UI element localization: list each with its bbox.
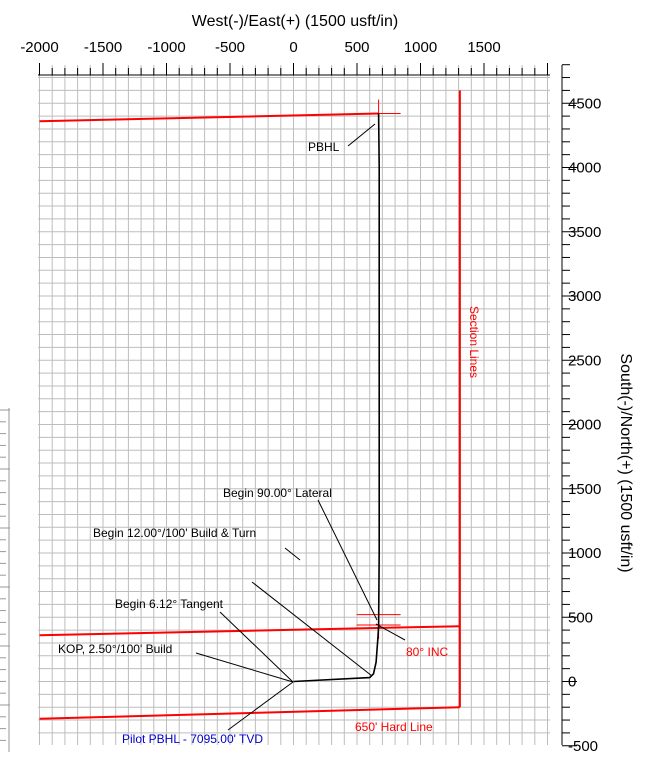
x-tick-label: 0 [289,39,297,56]
annotation-pilot-pbhl: Pilot PBHL - 7095.00' TVD [122,732,263,746]
x-axis-title: West(-)/East(+) (1500 usft/in) [192,13,398,30]
y-axis-title: South(-)/North(+) (1500 usft/in) [617,353,634,572]
leader-build-turn [251,581,373,677]
leader-pilot [227,681,294,731]
section-line [39,625,460,637]
leader-tangent [219,611,294,683]
axis-ticks [38,63,577,747]
annotation-build-turn: Begin 12.00°/100' Build & Turn [93,526,256,540]
y-tick-label: 500 [568,609,593,626]
annotation-80-inc: 80° INC [406,645,448,659]
leader-pbhl [347,123,376,147]
x-tick-label: -1500 [84,39,122,56]
annotation-pbhl: PBHL [308,140,340,154]
y-tick-label: 0 [568,674,576,691]
y-tick-label: -500 [568,738,598,755]
annotation-kop: KOP, 2.50°/100' Build [58,642,172,656]
x-tick-label: 1500 [467,39,500,56]
y-tick-labels: 4500 4000 3500 3000 2500 2000 1500 1000 500 0 -500 [568,95,601,755]
leader-lateral [317,499,378,621]
well-path [293,113,380,683]
well-path-layer [293,113,380,683]
y-tick-label: 4000 [568,160,601,177]
y-tick-label: 2500 [568,352,601,369]
section-line [39,112,379,123]
leader-lines [195,123,406,731]
x-tick-label: 500 [344,39,369,56]
x-tick-label: -500 [215,39,245,56]
left-edge-tick-marks [0,408,10,752]
x-tick-labels: -2000 -1500 -1000 -500 0 500 1000 1500 [20,39,500,56]
x-tick-label: -1000 [147,39,185,56]
y-tick-label: 1500 [568,481,601,498]
leader-build-turn-2 [284,547,301,561]
annotation-tangent: Begin 6.12° Tangent [115,597,224,611]
y-tick-label: 2000 [568,417,601,434]
leader-80-inc [375,623,406,641]
y-tick-label: 3500 [568,224,601,241]
y-tick-label: 1000 [568,545,601,562]
x-tick-label: -2000 [20,39,58,56]
annotation-hard-line: 650' Hard Line [355,720,433,734]
y-tick-label: 3000 [568,288,601,305]
grid [38,65,550,745]
y-tick-label: 4500 [568,95,601,112]
annotation-lateral: Begin 90.00° Lateral [223,486,332,500]
section-line [39,706,460,720]
x-tick-label: 1000 [404,39,437,56]
annotation-section-lines: Section Lines [467,306,481,378]
leader-kop [195,652,294,683]
